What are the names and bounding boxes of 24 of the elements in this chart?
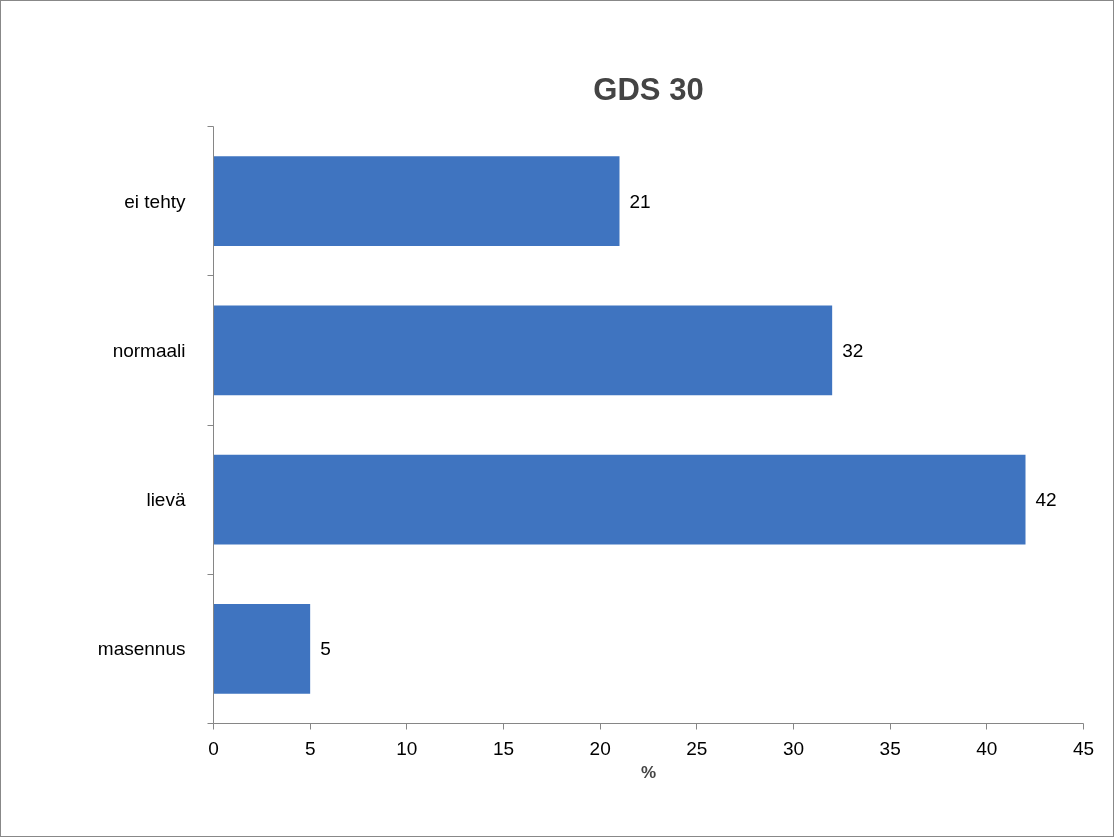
bar — [213, 156, 620, 246]
x-tick-label: 35 — [879, 737, 901, 759]
bar — [213, 454, 1026, 545]
y-tick-label: ei tehty — [124, 190, 186, 212]
y-tick-label: normaali — [112, 339, 186, 361]
y-tick-label: lievä — [146, 489, 186, 511]
bar — [213, 604, 311, 694]
bar — [213, 305, 833, 396]
chart-title: GDS 30 — [593, 71, 704, 107]
x-tick-label: 5 — [304, 737, 316, 759]
x-tick-label: 45 — [1072, 737, 1095, 759]
data-label: 5 — [320, 638, 331, 660]
x-tick-label: 30 — [782, 737, 805, 759]
x-tick-label: 20 — [589, 737, 611, 759]
x-tick-label: 15 — [492, 737, 515, 759]
data-label: 32 — [842, 339, 864, 361]
x-tick-label: 25 — [686, 737, 708, 759]
x-tick-label: 0 — [208, 737, 219, 759]
data-label: 21 — [629, 190, 651, 212]
x-tick-label: 10 — [396, 737, 418, 759]
x-axis-title: % — [640, 762, 657, 782]
y-tick-label: masennus — [97, 638, 186, 660]
x-tick-label: 40 — [976, 737, 998, 759]
data-label: 42 — [1035, 489, 1057, 511]
